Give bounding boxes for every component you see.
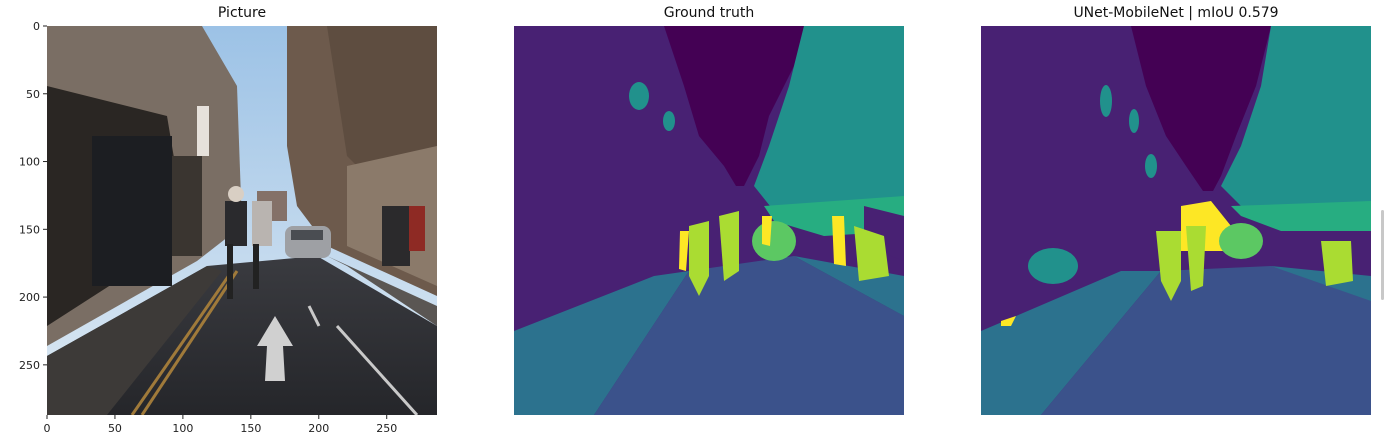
y-tick-label: 200 [19, 291, 40, 304]
y-tick-label: 0 [33, 20, 40, 33]
x-axis: 0 50 100 150 200 250 [44, 415, 397, 435]
y-axis: 0 50 100 150 200 250 [19, 20, 47, 372]
y-tick-label: 250 [19, 359, 40, 372]
ground-truth-mask [514, 26, 904, 415]
y-tick-label: 100 [19, 156, 40, 169]
x-tick-label: 100 [172, 422, 193, 435]
y-tick-label: 50 [26, 88, 40, 101]
picture-title: Picture [217, 5, 267, 21]
prediction-title: UNet-MobileNet | mIoU 0.579 [1073, 5, 1279, 21]
x-tick-label: 150 [240, 422, 261, 435]
vertical-scrollbar[interactable] [1381, 210, 1384, 300]
x-tick-label: 50 [108, 422, 122, 435]
street-photo-image [47, 26, 437, 415]
x-tick-label: 250 [376, 422, 397, 435]
ground-truth-title: Ground truth [663, 5, 755, 21]
x-tick-label: 200 [308, 422, 329, 435]
prediction-mask [981, 26, 1371, 415]
y-tick-label: 150 [19, 223, 40, 236]
x-tick-label: 0 [44, 422, 51, 435]
